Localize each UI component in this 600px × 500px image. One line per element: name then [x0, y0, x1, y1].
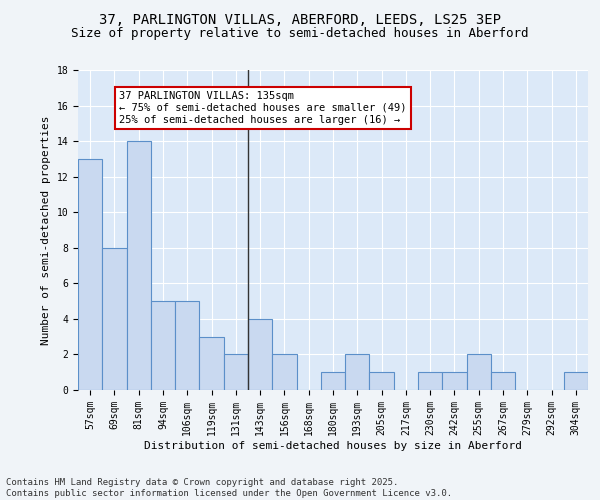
- Bar: [151, 301, 175, 390]
- Bar: [199, 336, 224, 390]
- Bar: [272, 354, 296, 390]
- Bar: [102, 248, 127, 390]
- Bar: [370, 372, 394, 390]
- Text: 37 PARLINGTON VILLAS: 135sqm
← 75% of semi-detached houses are smaller (49)
25% : 37 PARLINGTON VILLAS: 135sqm ← 75% of se…: [119, 92, 407, 124]
- X-axis label: Distribution of semi-detached houses by size in Aberford: Distribution of semi-detached houses by …: [144, 440, 522, 450]
- Text: Size of property relative to semi-detached houses in Aberford: Size of property relative to semi-detach…: [71, 28, 529, 40]
- Text: Contains HM Land Registry data © Crown copyright and database right 2025.
Contai: Contains HM Land Registry data © Crown c…: [6, 478, 452, 498]
- Bar: [564, 372, 588, 390]
- Bar: [248, 319, 272, 390]
- Bar: [127, 141, 151, 390]
- Bar: [224, 354, 248, 390]
- Bar: [78, 159, 102, 390]
- Y-axis label: Number of semi-detached properties: Number of semi-detached properties: [41, 116, 51, 345]
- Bar: [491, 372, 515, 390]
- Bar: [418, 372, 442, 390]
- Bar: [321, 372, 345, 390]
- Bar: [442, 372, 467, 390]
- Bar: [345, 354, 370, 390]
- Bar: [467, 354, 491, 390]
- Text: 37, PARLINGTON VILLAS, ABERFORD, LEEDS, LS25 3EP: 37, PARLINGTON VILLAS, ABERFORD, LEEDS, …: [99, 12, 501, 26]
- Bar: [175, 301, 199, 390]
